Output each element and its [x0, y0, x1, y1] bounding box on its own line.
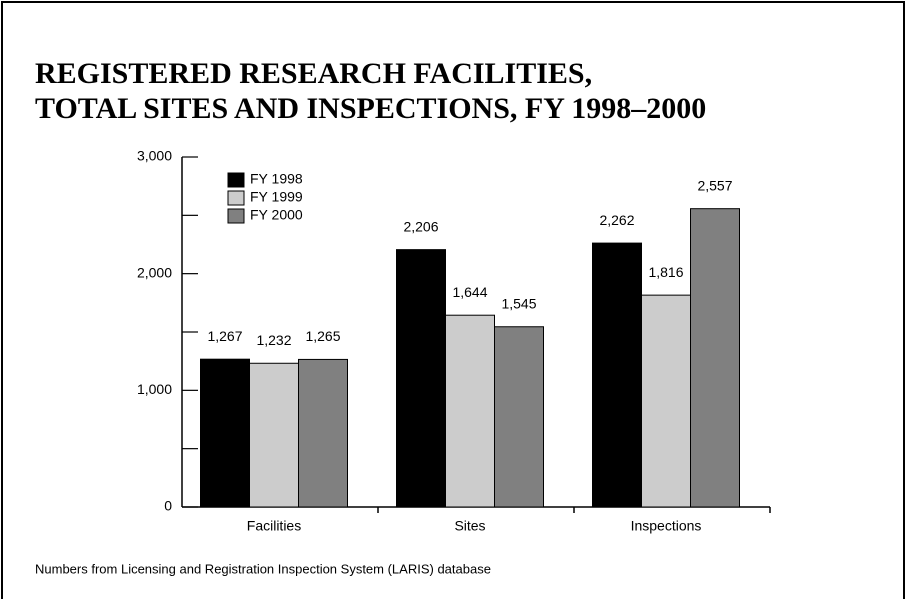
legend-swatch [227, 172, 245, 188]
value-label: 1,816 [648, 264, 683, 280]
legend-label: FY 1998 [250, 171, 303, 187]
bar [592, 242, 642, 508]
bar [641, 294, 691, 508]
value-label: 1,545 [501, 295, 536, 311]
y-tick-label: 1,000 [137, 381, 172, 397]
bar [445, 314, 495, 508]
y-tick-label: 2,000 [137, 264, 172, 280]
x-tick-label: Sites [454, 518, 485, 534]
caption: Numbers from Licensing and Registration … [35, 561, 491, 576]
bar [249, 362, 299, 508]
value-label: 1,232 [256, 332, 291, 348]
chart-title: TOTAL SITES AND INSPECTIONS, FY 1998–200… [35, 92, 706, 125]
value-label: 1,267 [207, 328, 242, 344]
bar [298, 358, 348, 508]
bar [690, 208, 740, 508]
legend-label: FY 1999 [250, 189, 303, 205]
bar [200, 358, 250, 508]
y-tick-label: 3,000 [137, 148, 172, 164]
value-label: 2,557 [697, 177, 732, 193]
x-tick-label: Facilities [247, 518, 301, 534]
legend-label: FY 2000 [250, 207, 303, 223]
value-label: 1,644 [452, 284, 487, 300]
y-tick-label: 0 [164, 498, 172, 514]
value-label: 2,206 [403, 218, 438, 234]
value-label: 2,262 [599, 212, 634, 228]
value-label: 1,265 [305, 328, 340, 344]
x-tick-label: Inspections [631, 518, 702, 534]
bar [494, 326, 544, 508]
chart-title: REGISTERED RESEARCH FACILITIES, [35, 57, 592, 90]
legend-swatch [227, 208, 245, 224]
legend-swatch [227, 190, 245, 206]
bar [396, 249, 446, 508]
